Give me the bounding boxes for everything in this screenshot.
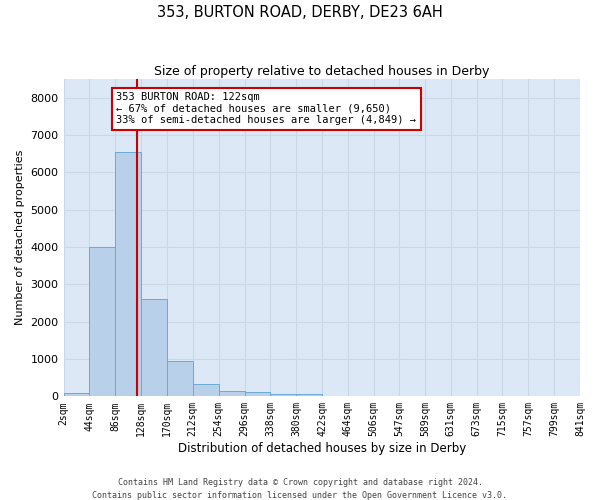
Bar: [245, 392, 271, 396]
Bar: [89, 247, 115, 396]
Bar: [64, 394, 89, 396]
Bar: [218, 391, 245, 396]
Bar: [296, 394, 322, 396]
Bar: [141, 300, 167, 396]
Bar: [271, 394, 296, 396]
X-axis label: Distribution of detached houses by size in Derby: Distribution of detached houses by size …: [178, 442, 466, 455]
Bar: [115, 152, 141, 396]
Bar: [167, 361, 193, 396]
Text: 353 BURTON ROAD: 122sqm
← 67% of detached houses are smaller (9,650)
33% of semi: 353 BURTON ROAD: 122sqm ← 67% of detache…: [116, 92, 416, 126]
Title: Size of property relative to detached houses in Derby: Size of property relative to detached ho…: [154, 65, 490, 78]
Y-axis label: Number of detached properties: Number of detached properties: [15, 150, 25, 326]
Bar: [193, 384, 218, 396]
Text: 353, BURTON ROAD, DERBY, DE23 6AH: 353, BURTON ROAD, DERBY, DE23 6AH: [157, 5, 443, 20]
Text: Contains HM Land Registry data © Crown copyright and database right 2024.
Contai: Contains HM Land Registry data © Crown c…: [92, 478, 508, 500]
